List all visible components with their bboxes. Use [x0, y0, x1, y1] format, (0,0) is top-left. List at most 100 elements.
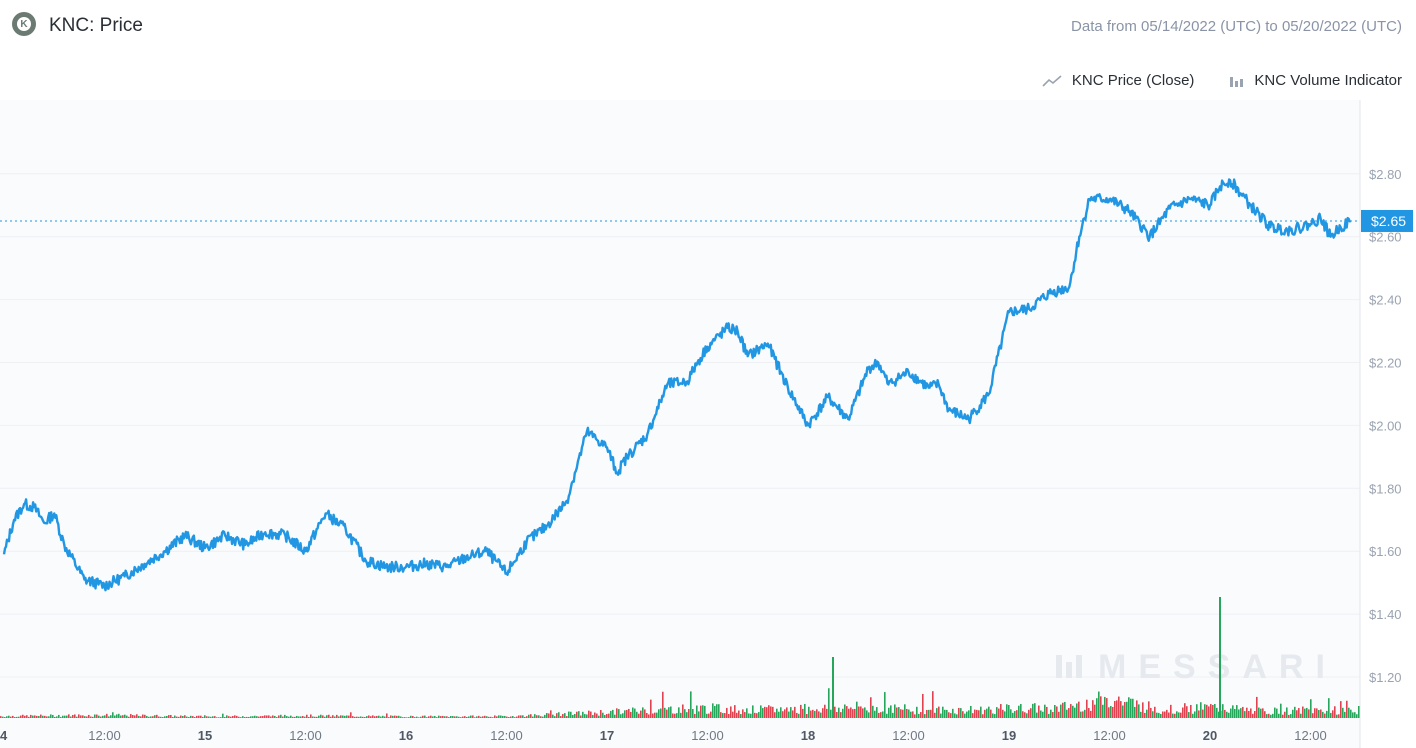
volume-bar: [356, 716, 358, 718]
volume-bar: [1276, 708, 1278, 718]
volume-bar: [316, 716, 318, 718]
volume-bar: [498, 715, 500, 718]
volume-bar: [1040, 710, 1042, 718]
volume-bar: [560, 716, 562, 718]
volume-bar: [244, 717, 246, 718]
volume-bar: [890, 705, 892, 718]
volume-bar: [198, 715, 200, 718]
volume-bar: [958, 707, 960, 718]
volume-bar: [646, 713, 648, 718]
volume-bar: [324, 716, 326, 718]
volume-bar: [734, 705, 736, 718]
volume-bar: [1122, 705, 1124, 718]
volume-bar: [1242, 706, 1244, 718]
volume-bar: [1054, 704, 1056, 718]
volume-bar: [630, 711, 632, 718]
volume-bar: [90, 716, 92, 718]
volume-bar: [548, 713, 550, 718]
volume-bar: [714, 706, 716, 718]
legend-item-volume[interactable]: KNC Volume Indicator: [1228, 72, 1402, 89]
volume-bar: [492, 717, 494, 718]
volume-bar: [1202, 709, 1204, 718]
volume-bar: [0, 716, 2, 718]
volume-bar: [24, 715, 26, 718]
volume-bar: [260, 716, 262, 718]
volume-bar: [336, 714, 338, 718]
volume-bar: [364, 717, 366, 718]
volume-bar: [1174, 713, 1176, 718]
volume-bar: [924, 714, 926, 718]
volume-bar: [196, 715, 198, 718]
volume-bar: [226, 715, 228, 718]
volume-bar: [622, 713, 624, 718]
volume-bar: [52, 714, 54, 718]
volume-bar: [374, 716, 376, 718]
chart-header: K KNC: Price Data from 05/14/2022 (UTC) …: [0, 0, 1416, 56]
volume-bar: [752, 705, 754, 718]
volume-bar: [458, 716, 460, 718]
volume-bar: [474, 717, 476, 718]
volume-bar: [138, 715, 140, 718]
volume-bar: [1046, 706, 1048, 718]
volume-bar: [584, 714, 586, 718]
volume-bar: [1274, 707, 1276, 718]
volume-bar: [376, 715, 378, 718]
volume-bar: [662, 691, 664, 718]
volume-bar: [526, 716, 528, 718]
volume-bar: [680, 712, 682, 718]
volume-bar: [132, 715, 134, 718]
volume-bar: [176, 716, 178, 718]
volume-bar: [930, 709, 932, 718]
volume-bar: [1300, 713, 1302, 718]
volume-bar: [130, 714, 132, 718]
volume-bar: [736, 712, 738, 718]
volume-bar: [884, 692, 886, 718]
volume-bar: [794, 706, 796, 718]
volume-bar: [1226, 711, 1228, 718]
bar-chart-icon: [1230, 76, 1244, 87]
volume-bar: [1038, 705, 1040, 718]
volume-bar: [112, 712, 114, 718]
volume-bar: [632, 707, 634, 718]
volume-bar: [6, 716, 8, 718]
volume-bar: [104, 715, 106, 718]
volume-bar: [1306, 707, 1308, 718]
volume-bar: [282, 716, 284, 718]
volume-bar: [1206, 704, 1208, 718]
current-price-badge: [1361, 209, 1413, 232]
volume-bar: [874, 710, 876, 718]
volume-bar: [1026, 713, 1028, 718]
volume-bar: [508, 717, 510, 718]
volume-bar: [494, 715, 496, 718]
volume-bar: [826, 708, 828, 718]
volume-bar: [872, 705, 874, 718]
volume-bar: [612, 709, 614, 718]
volume-bar: [634, 708, 636, 718]
y-tick-label: $2.00: [1369, 418, 1402, 433]
volume-bar: [320, 714, 322, 718]
volume-bar: [1142, 702, 1144, 718]
volume-bar: [998, 708, 1000, 718]
volume-bar: [836, 711, 838, 718]
volume-bar: [1024, 712, 1026, 718]
volume-bar: [858, 706, 860, 718]
volume-bar: [812, 709, 814, 718]
volume-bar: [406, 717, 408, 718]
volume-bar: [1354, 712, 1356, 718]
legend-item-price[interactable]: KNC Price (Close): [1042, 72, 1194, 89]
volume-bar: [142, 714, 144, 718]
volume-bar: [1292, 709, 1294, 718]
volume-bar: [158, 716, 160, 718]
volume-bar: [222, 713, 224, 718]
volume-bar: [326, 715, 328, 718]
volume-bar: [280, 714, 282, 718]
volume-bar: [1018, 705, 1020, 718]
volume-bar: [216, 717, 218, 718]
volume-bar: [1112, 706, 1114, 718]
volume-bar: [204, 715, 206, 718]
volume-bar: [870, 697, 872, 718]
chart-title: KNC: Price: [49, 15, 143, 36]
volume-bar: [1184, 703, 1186, 718]
y-tick-label: $2.20: [1369, 356, 1402, 371]
